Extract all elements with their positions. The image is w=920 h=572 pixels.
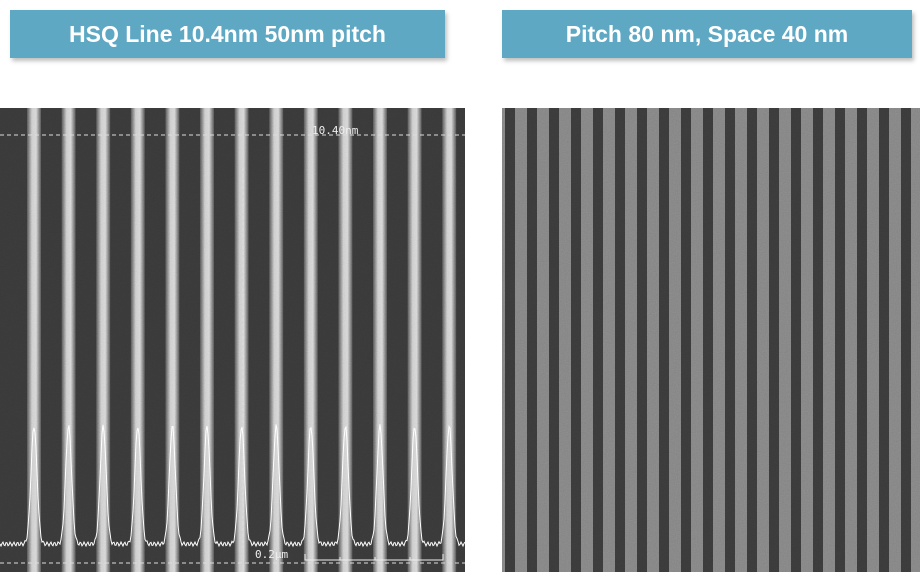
space-line: [901, 108, 911, 572]
space-line: [879, 108, 889, 572]
hsq-line: [235, 108, 249, 572]
space-line: [659, 108, 669, 572]
panel-title: HSQ Line 10.4nm 50nm pitch: [10, 10, 445, 58]
space-line: [637, 108, 647, 572]
annotation: 10.40nm: [312, 124, 359, 137]
space-line: [505, 108, 515, 572]
space-line: [857, 108, 867, 572]
image-content: [502, 108, 920, 572]
image-content: [0, 108, 465, 572]
hsq-line: [27, 108, 41, 572]
space-line: [615, 108, 625, 572]
hsq-line: [269, 108, 283, 572]
space-line: [703, 108, 713, 572]
sem-image: 10.40nm 0.2μm: [0, 108, 465, 572]
space-line: [769, 108, 779, 572]
panel-title: Pitch 80 nm, Space 40 nm: [502, 10, 912, 58]
space-line: [681, 108, 691, 572]
slide: HSQ Line 10.4nm 50nm pitch Pitch 80 nm, …: [0, 0, 920, 572]
space-line: [791, 108, 801, 572]
space-line: [747, 108, 757, 572]
space-line: [813, 108, 823, 572]
space-line: [835, 108, 845, 572]
space-line: [549, 108, 559, 572]
space-line: [725, 108, 735, 572]
space-line: [571, 108, 581, 572]
space-line: [593, 108, 603, 572]
hsq-line: [408, 108, 422, 572]
annotation: 0.2μm: [255, 548, 288, 561]
sem-image: [502, 108, 920, 572]
hsq-line: [131, 108, 145, 572]
space-line: [527, 108, 537, 572]
